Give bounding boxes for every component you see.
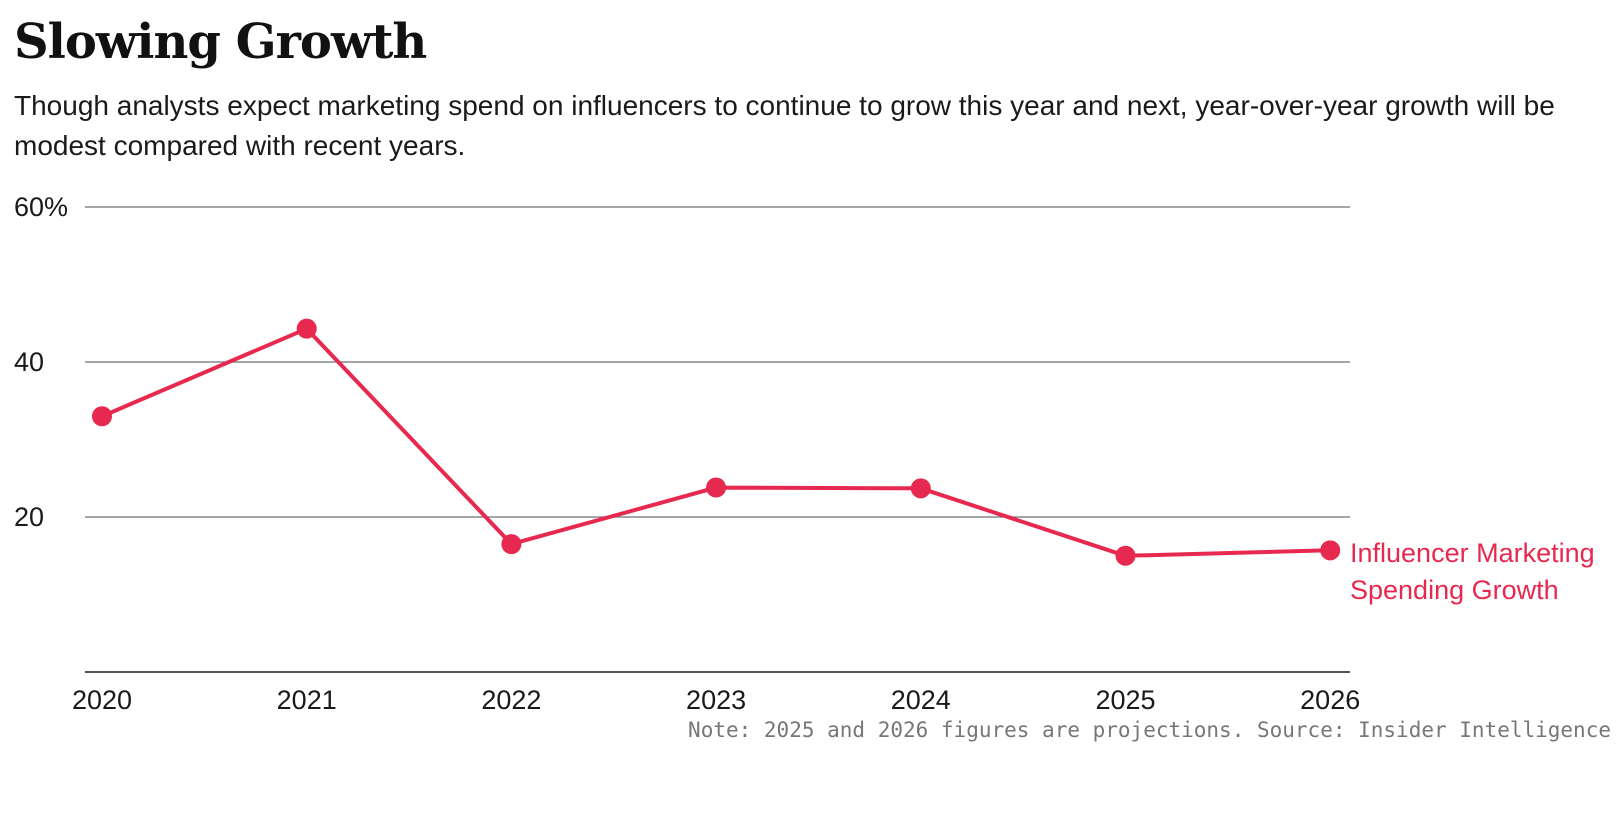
x-tick-label: 2026 [1300, 685, 1360, 715]
series-label-line-2: Spending Growth [1350, 575, 1559, 605]
x-tick-label: 2023 [686, 685, 746, 715]
data-point-2020 [92, 406, 112, 427]
chart-title: Slowing Growth [14, 14, 427, 70]
series-layer [92, 318, 1341, 566]
data-point-2025 [1115, 545, 1136, 566]
gridlines [85, 206, 1350, 673]
x-axis-ticks: 2020 2021 2022 2023 2024 2025 2026 [72, 685, 1360, 715]
y-tick-label: 20 [14, 502, 44, 532]
x-tick-label: 2020 [72, 685, 132, 715]
data-point-2021 [296, 318, 317, 339]
series-label-line-1: Influencer Marketing [1350, 538, 1595, 568]
y-tick-label: 60% [14, 192, 68, 222]
series-line [100, 326, 1333, 558]
chart-subtitle: Though analysts expect marketing spend o… [14, 90, 1555, 161]
y-axis-ticks: 60% 40 20 [14, 192, 68, 532]
data-point-2026 [1320, 540, 1341, 561]
x-tick-label: 2022 [481, 685, 541, 715]
y-tick-label: 40 [14, 347, 44, 377]
x-tick-label: 2025 [1095, 685, 1155, 715]
series-label: Influencer Marketing Spending Growth [1350, 535, 1595, 609]
data-point-2024 [910, 478, 931, 499]
data-point-2023 [706, 477, 727, 498]
data-point-2022 [501, 534, 522, 555]
source-note: Note: 2025 and 2026 figures are projecti… [688, 718, 1611, 742]
x-tick-label: 2024 [891, 685, 951, 715]
x-tick-label: 2021 [277, 685, 337, 715]
